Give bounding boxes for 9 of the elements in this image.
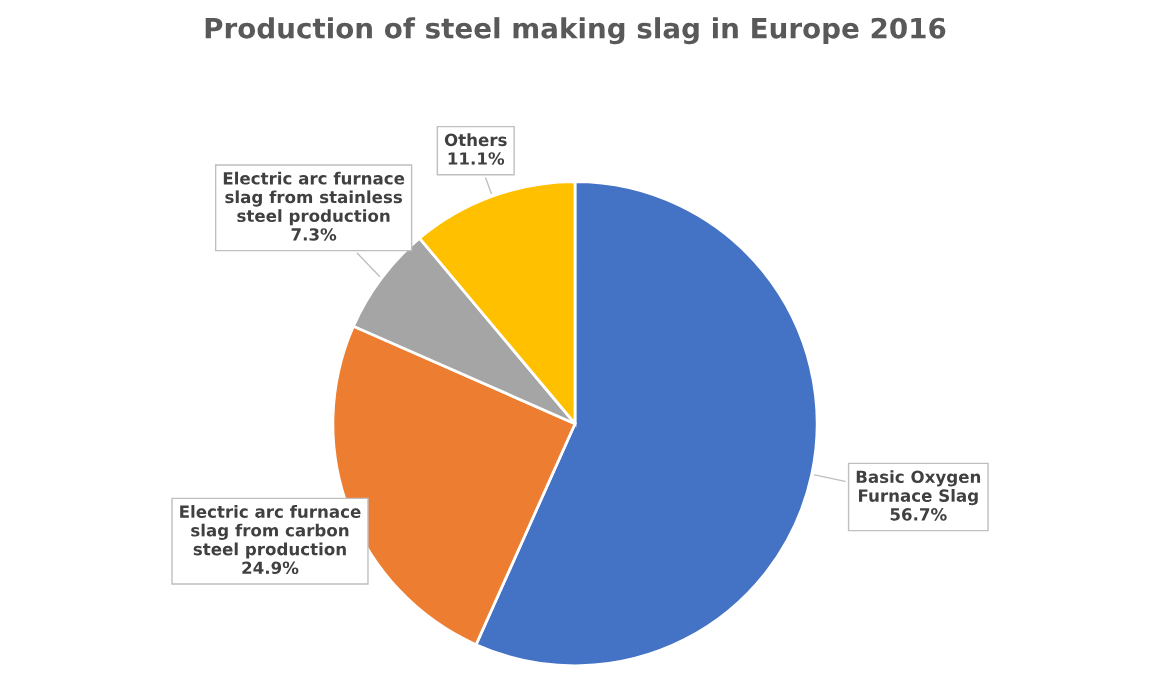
data-label: 11.1% [448,152,505,165]
slice-label: Basic Oxygen Furnace Slag [856,470,981,506]
data-label: 7.3% [291,228,337,241]
slice-label: Electric arc furnace slag from carbon steel production [180,505,361,559]
data-label: 56.7% [890,508,947,521]
slice-label: Electric arc furnace slag from stainless steel production [223,171,405,226]
data-label: 24.9% [242,561,299,575]
slice-label: Others [444,133,507,147]
chart-title: Production of steel making slag in Europe 2016 [205,17,946,45]
